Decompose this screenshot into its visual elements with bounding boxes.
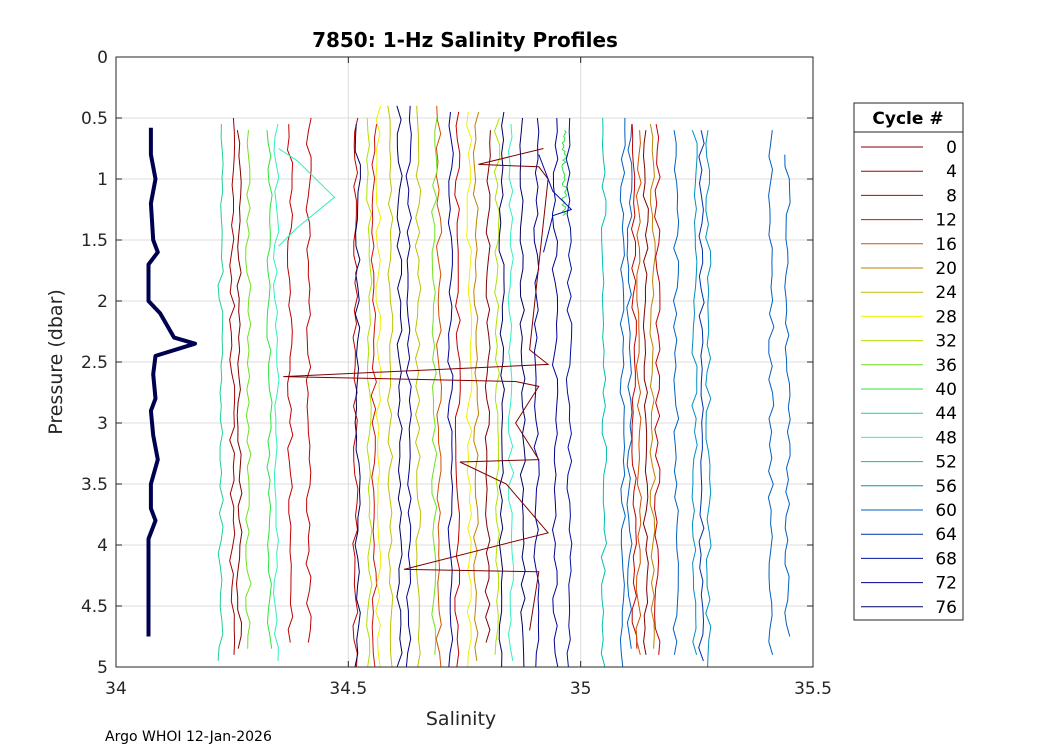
profile-spike-line [283,148,550,631]
profile-line [235,130,243,649]
legend-entry-label: 12 [935,211,957,231]
y-tick-label: 2.5 [81,353,108,373]
legend-entry-label: 8 [946,186,957,206]
legend-entry-label: 28 [935,307,957,327]
profile-line [654,124,661,655]
x-tick-label: 35.5 [794,679,832,699]
legend-entry-label: 4 [946,162,957,182]
profile-line [600,117,608,668]
x-tick-label: 34.5 [329,679,367,699]
y-tick-label: 1.5 [81,231,108,251]
legend-entry-label: 24 [935,283,957,303]
profile-line [484,130,491,643]
profile-line [431,117,438,655]
profile-line [229,117,236,655]
profile-line [366,117,373,668]
legend-entry-label: 36 [935,356,957,376]
y-tick-label: 3 [97,414,108,434]
legend-entry-label: 64 [935,525,957,545]
profile-line [454,111,461,668]
series-layer [146,105,791,668]
profile-line [396,105,403,668]
profile-line [649,124,656,649]
profile-line [784,154,791,637]
y-tick-label: 4 [97,536,108,556]
legend-entry-label: 16 [935,235,957,255]
legend-entry-label: 20 [935,259,957,279]
legend-entry-label: 60 [935,501,957,521]
legend-entry-label: 48 [935,428,957,448]
y-tick-label: 3.5 [81,475,108,495]
profile-line [691,130,698,655]
legend-entry-label: 44 [935,404,957,424]
bold-profile-line [146,127,197,637]
profile-spike-line [538,154,573,253]
profile-line [375,105,382,668]
profile-spike-line [278,148,336,247]
grid [116,57,813,667]
footer-credit: Argo WHOI 12-Jan-2026 [105,729,272,745]
legend-entry-label: 40 [935,380,957,400]
profile-line [533,117,540,668]
profile-line [414,105,422,668]
legend-entry-label: 32 [935,332,957,352]
profile-line [493,117,501,655]
profile-line [642,130,649,655]
profile-line [387,105,394,668]
legend-entry-label: 56 [935,477,957,497]
x-axis-label: Salinity [426,708,496,730]
x-tick-label: 35 [570,679,592,699]
profile-line [767,130,775,655]
profile-line [272,123,280,661]
profile-line [305,117,312,643]
profile-line [447,111,454,668]
profile-line [217,124,224,661]
legend-entry-label: 0 [946,138,957,158]
profile-line [626,124,633,649]
chart-title: 7850: 1-Hz Salinity Profiles [312,28,618,52]
profile-line [352,117,359,668]
y-tick-label: 2 [97,292,108,312]
profile-line [465,111,473,668]
profile-line [498,111,505,668]
y-tick-label: 0.5 [81,109,108,129]
profile-line [619,117,626,668]
legend-title: Cycle # [872,109,943,129]
ticks: 34 34.5 35 35.5 0 0.5 1 1.5 2 2.5 3 3.5 4 4.5 5 [81,48,832,699]
y-tick-label: 0 [97,48,108,68]
profile-line [698,130,705,662]
profile-line [354,124,361,668]
profile-line [705,130,712,668]
profile-line [266,130,273,649]
legend: Cycle # 04812162024283236404448525660646… [853,102,964,621]
profile-line [565,117,573,668]
legend-entry-label: 76 [935,598,957,618]
y-axis-label: Pressure (dbar) [45,289,67,435]
legend-entry-label: 68 [935,549,957,569]
profile-line [551,117,559,668]
x-tick-label: 34 [105,679,127,699]
profile-line [435,105,443,668]
profile-line [472,111,480,661]
legend-entry-label: 52 [935,453,957,473]
y-tick-label: 4.5 [81,597,108,617]
profile-line [286,124,294,643]
profile-line [405,105,412,668]
y-tick-label: 5 [97,658,108,678]
profile-line [519,117,526,668]
legend-entry-label: 72 [935,574,957,594]
profile-line [630,124,638,649]
profile-line [635,130,642,655]
profile-line [245,130,252,649]
profile-line [672,130,680,655]
profile-line [370,124,378,668]
y-tick-label: 1 [97,170,108,190]
